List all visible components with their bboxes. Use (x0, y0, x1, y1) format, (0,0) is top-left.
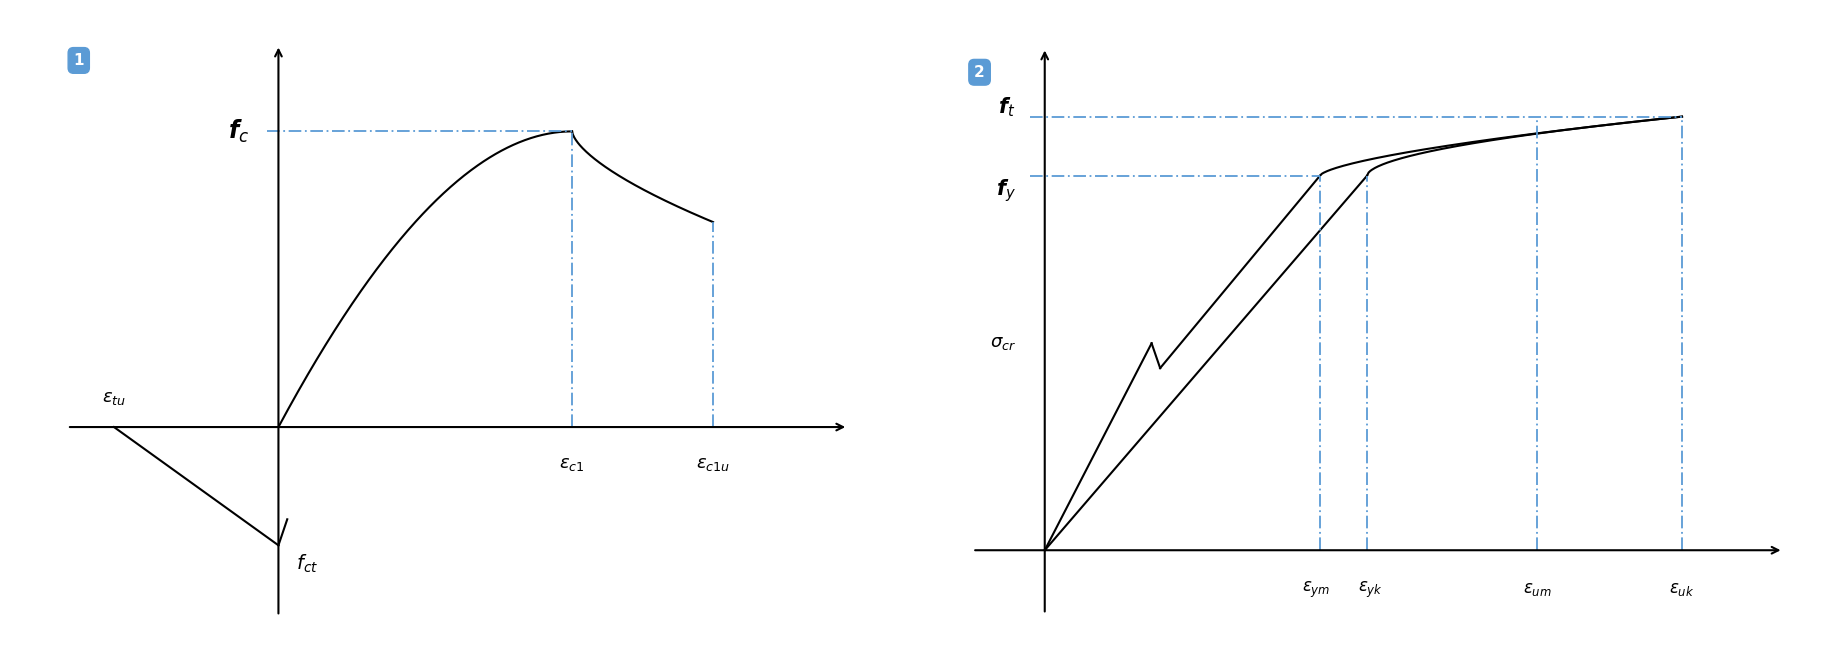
Text: $\varepsilon_{ym}$: $\varepsilon_{ym}$ (1302, 579, 1330, 600)
Text: $\varepsilon_{c1}$: $\varepsilon_{c1}$ (560, 455, 586, 472)
Text: $\varepsilon_{c1u}$: $\varepsilon_{c1u}$ (696, 455, 729, 472)
Text: 2: 2 (974, 65, 985, 79)
Text: f$_c$: f$_c$ (228, 118, 249, 145)
Text: $\varepsilon_{uk}$: $\varepsilon_{uk}$ (1669, 579, 1695, 598)
Text: $\varepsilon_{yk}$: $\varepsilon_{yk}$ (1358, 579, 1383, 600)
Text: $\sigma_{cr}$: $\sigma_{cr}$ (989, 334, 1015, 352)
Text: $\varepsilon_{tu}$: $\varepsilon_{tu}$ (101, 390, 125, 407)
Text: $\varepsilon_{um}$: $\varepsilon_{um}$ (1523, 579, 1551, 598)
Text: f$_y$: f$_y$ (997, 177, 1015, 204)
Text: f$_{ct}$: f$_{ct}$ (297, 553, 319, 576)
Text: 1: 1 (74, 53, 85, 68)
Text: f$_t$: f$_t$ (998, 95, 1015, 118)
